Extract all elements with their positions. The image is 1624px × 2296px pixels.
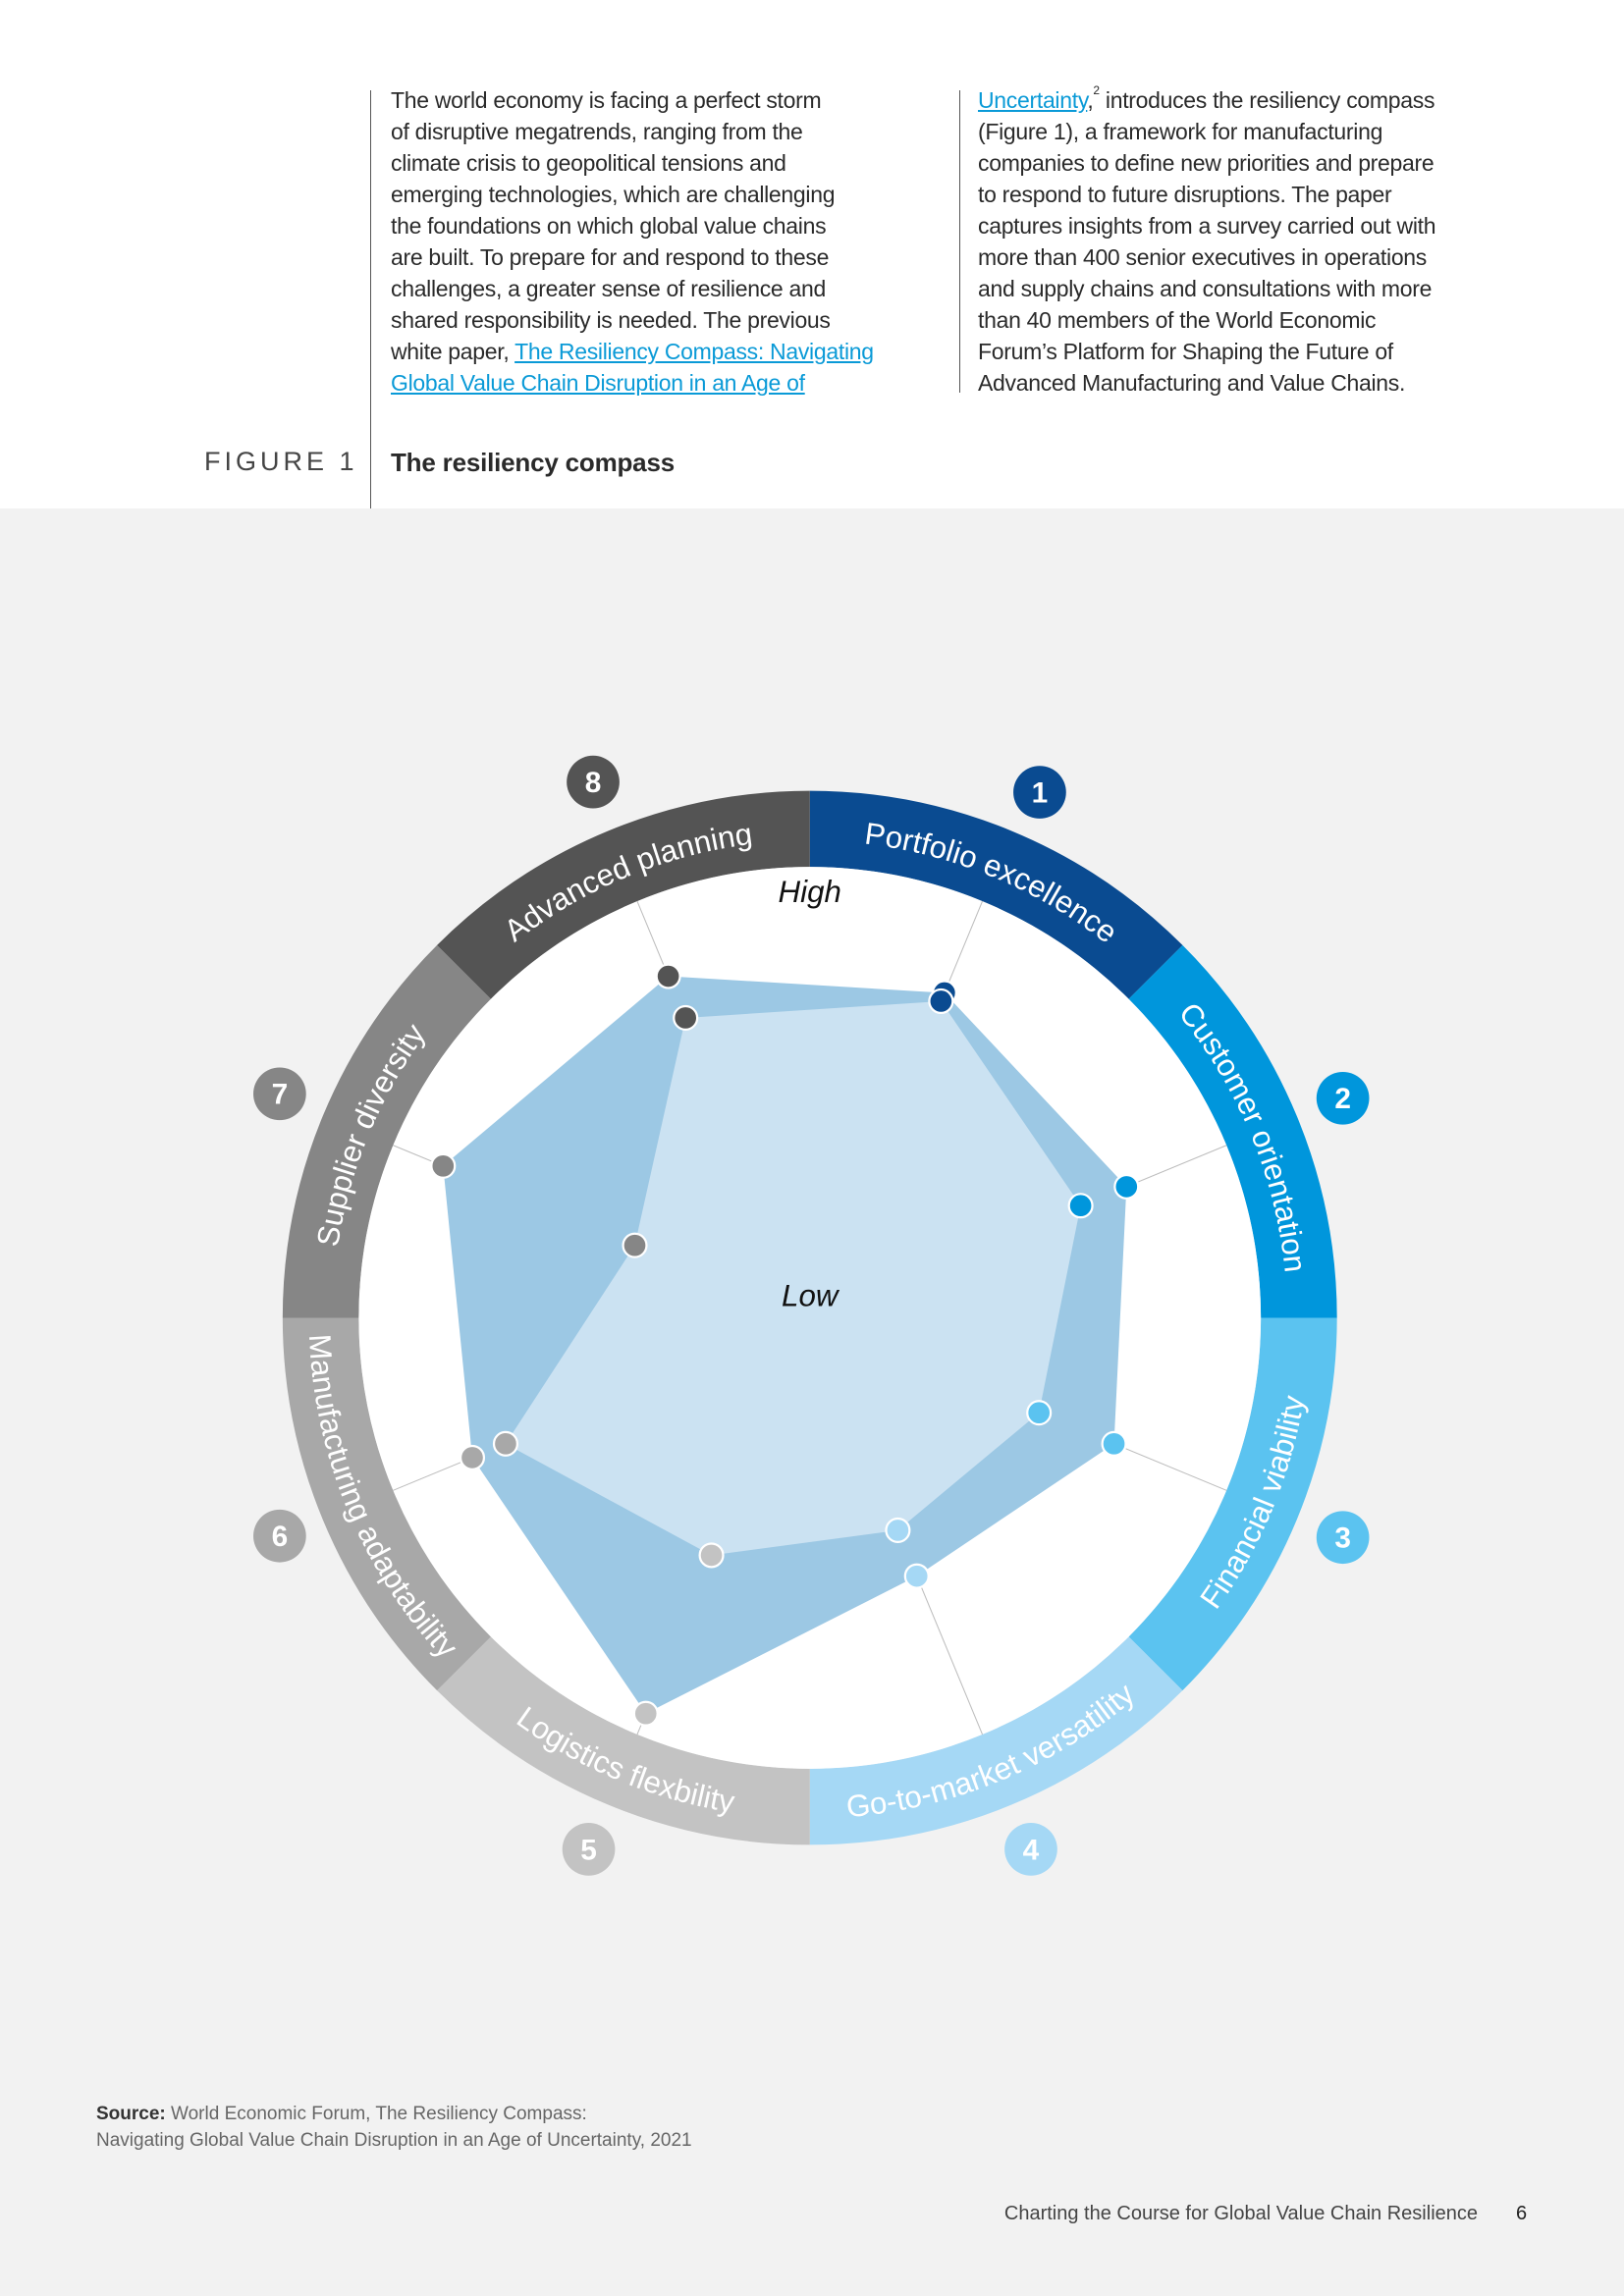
badge-number-1: 1: [1032, 777, 1049, 810]
footer-title: Charting the Course for Global Value Cha…: [1003, 2203, 1478, 2224]
text-line: captures insights from a survey carried …: [978, 213, 1436, 239]
data-point-inner-7: [622, 1232, 648, 1258]
badge-3: [1316, 1511, 1370, 1565]
text-line: the foundations on which global value ch…: [391, 213, 827, 239]
text-line: of disruptive megatrends, ranging from t…: [391, 119, 803, 144]
series-area-inner: [505, 1000, 1081, 1556]
data-point-outer-4: [903, 1563, 930, 1589]
text-line: Global Value Chain Disruption in an Age …: [391, 367, 874, 399]
data-point-outer-8: [655, 963, 681, 989]
badge-6: [253, 1509, 306, 1563]
text-line: than 40 members of the World Economic: [978, 307, 1377, 333]
ring-segment-1: [809, 790, 1183, 999]
body-column-1: The world economy is facing a perfect st…: [391, 84, 874, 399]
body-column-2: Uncertainty,2 introduces the resiliency …: [978, 84, 1436, 399]
data-point-inner-3: [1026, 1400, 1053, 1426]
data-point-inner-6: [492, 1430, 519, 1457]
text-line: Advanced Manufacturing and Value Chains.: [978, 370, 1406, 396]
source-note: Source: World Economic Forum, The Resili…: [96, 2101, 692, 2154]
badge-number-7: 7: [272, 1079, 289, 1111]
data-point-inner-5: [698, 1542, 725, 1569]
badge-number-2: 2: [1334, 1083, 1351, 1115]
ring-segment-8: [437, 790, 811, 999]
ring-segment-7: [282, 944, 492, 1318]
badge-4: [1004, 1823, 1057, 1876]
ring-segment-2: [1128, 944, 1337, 1318]
badge-number-5: 5: [580, 1834, 597, 1866]
footnote-ref[interactable]: 2: [1093, 83, 1100, 97]
source-label: Source:: [96, 2104, 166, 2124]
ring-segment-4: [809, 1636, 1183, 1845]
text-line: are built. To prepare for and respond to…: [391, 244, 830, 270]
ring-segment-3: [1128, 1317, 1337, 1691]
text: introduces the resiliency compass: [1099, 87, 1435, 113]
text-line: to respond to future disruptions. The pa…: [978, 182, 1392, 207]
badge-5: [562, 1823, 616, 1876]
badge-8: [567, 755, 620, 809]
data-point-outer-3: [1101, 1430, 1127, 1457]
badge-number-6: 6: [272, 1521, 289, 1553]
text-line: (Figure 1), a framework for manufacturin…: [978, 119, 1383, 144]
text-line: Forum’s Platform for Shaping the Future …: [978, 339, 1393, 364]
data-point-inner-4: [885, 1517, 911, 1543]
figure-title: The resiliency compass: [391, 448, 675, 477]
text-line: shared responsibility is needed. The pre…: [391, 307, 831, 333]
data-point-outer-6: [459, 1444, 486, 1470]
data-point-inner-8: [673, 1004, 699, 1031]
ring-segment-6: [282, 1317, 492, 1691]
text: white paper,: [391, 339, 515, 364]
scale-high-label: High: [779, 875, 841, 909]
data-point-inner-1: [928, 988, 954, 1015]
badge-2: [1316, 1071, 1370, 1125]
badge-number-3: 3: [1334, 1522, 1351, 1555]
text-line: more than 400 senior executives in opera…: [978, 244, 1428, 270]
text-line: The world economy is facing a perfect st…: [391, 87, 822, 113]
source-line1: World Economic Forum, The Resiliency Com…: [165, 2104, 587, 2124]
page-number: 6: [1516, 2203, 1528, 2224]
text-line: challenges, a greater sense of resilienc…: [391, 276, 826, 301]
ring-segment-5: [437, 1636, 811, 1845]
data-point-outer-7: [430, 1152, 457, 1179]
resiliency-compass-link[interactable]: The Resiliency Compass: Navigating: [514, 339, 874, 364]
text-line: climate crisis to geopolitical tensions …: [391, 150, 786, 176]
badge-1: [1013, 766, 1066, 819]
text-line: companies to define new priorities and p…: [978, 150, 1435, 176]
text-line: and supply chains and consultations with…: [978, 276, 1433, 301]
text-line: Uncertainty,2 introduces the resiliency …: [978, 84, 1435, 116]
figure-label: FIGURE 1: [204, 447, 358, 476]
data-point-outer-5: [632, 1700, 659, 1727]
uncertainty-link[interactable]: Uncertainty: [978, 87, 1088, 113]
text-line: white paper, The Resiliency Compass: Nav…: [391, 336, 874, 367]
column-divider: [959, 90, 960, 393]
resiliency-compass-link-cont[interactable]: Global Value Chain Disruption in an Age …: [391, 370, 805, 396]
source-line2: Navigating Global Value Chain Disruption…: [96, 2130, 692, 2151]
text-line: emerging technologies, which are challen…: [391, 182, 836, 207]
comma: ,: [1087, 87, 1094, 113]
badge-number-4: 4: [1023, 1834, 1040, 1866]
scale-low-label: Low: [782, 1279, 840, 1313]
badge-number-8: 8: [585, 767, 602, 799]
column-divider: [370, 90, 371, 508]
data-point-inner-2: [1067, 1193, 1094, 1219]
data-point-outer-2: [1113, 1173, 1140, 1200]
badge-7: [253, 1067, 306, 1121]
